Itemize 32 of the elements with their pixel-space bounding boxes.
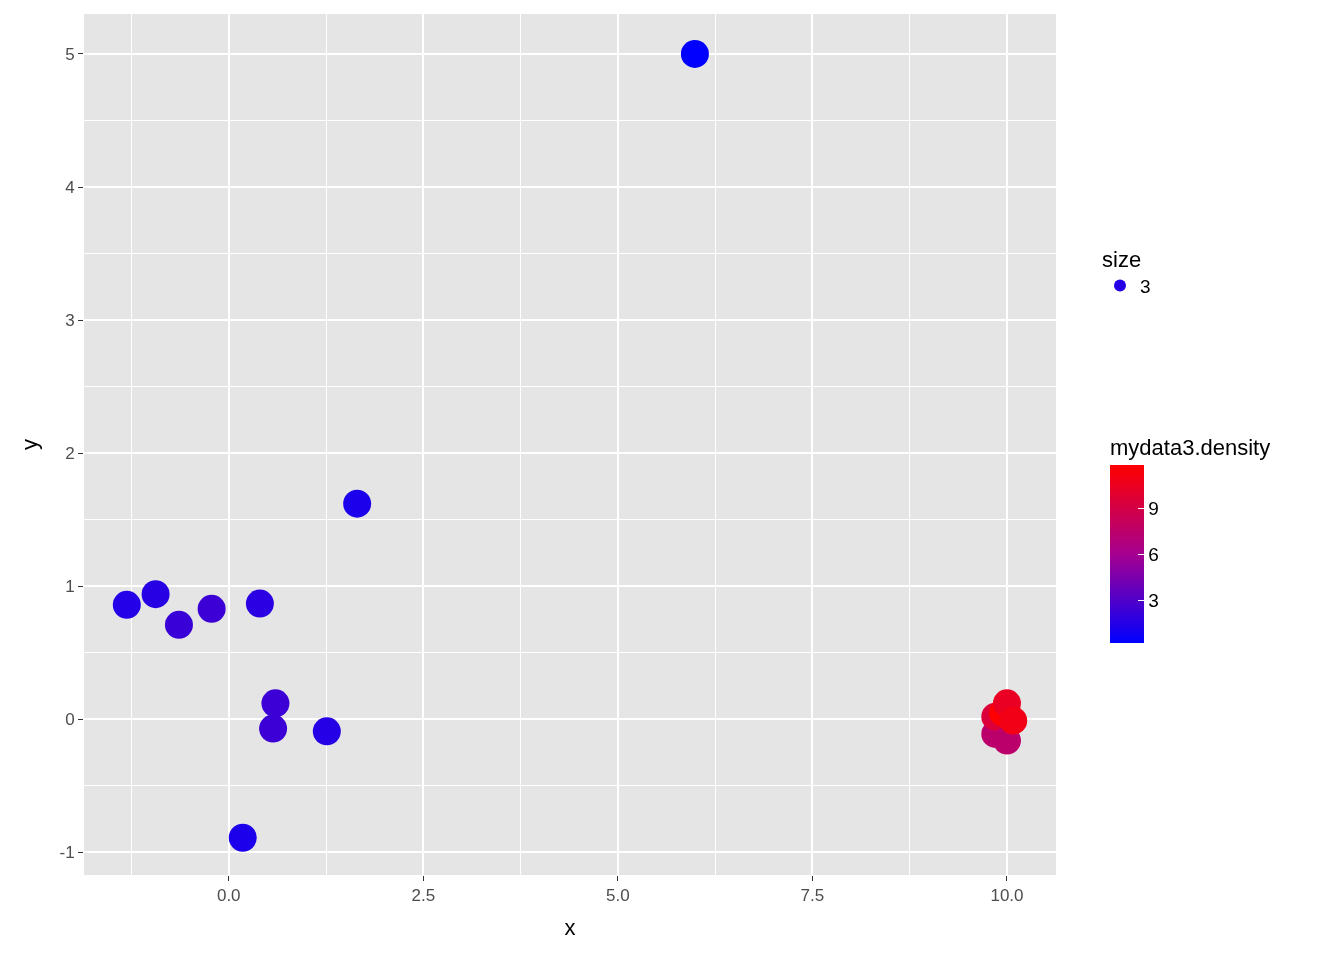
point xyxy=(999,706,1028,735)
point xyxy=(164,610,193,639)
x-tick-label: 0.0 xyxy=(216,886,241,906)
color-bar-title: mydata3.density xyxy=(1110,434,1271,460)
y-tick-label: 2 xyxy=(65,444,75,464)
point xyxy=(259,714,288,743)
y-axis-title: y xyxy=(17,439,43,450)
point xyxy=(228,823,257,852)
y-tick-label: 0 xyxy=(65,710,75,730)
point xyxy=(343,489,372,518)
legend-label: 3 xyxy=(1140,275,1151,297)
point xyxy=(141,580,170,609)
point xyxy=(197,594,226,623)
x-tick-label: 10.0 xyxy=(990,886,1024,906)
point xyxy=(245,589,274,618)
legend-title: size xyxy=(1102,246,1142,272)
y-tick-label: 1 xyxy=(65,577,75,597)
y-tick-label: 5 xyxy=(65,44,75,64)
point xyxy=(261,689,290,718)
x-tick-label: 7.5 xyxy=(800,886,825,906)
x-tick-label: 2.5 xyxy=(411,886,436,906)
y-tick-label: 3 xyxy=(65,311,75,331)
color-bar-label: 9 xyxy=(1148,498,1159,520)
y-tick-label: 4 xyxy=(65,177,75,197)
y-tick-label: -1 xyxy=(59,843,75,863)
x-tick-label: 5.0 xyxy=(606,886,630,906)
point xyxy=(680,39,709,68)
color-bar-label: 6 xyxy=(1148,544,1159,566)
color-bar-label: 3 xyxy=(1148,589,1159,611)
point xyxy=(312,717,341,746)
point xyxy=(112,590,141,619)
x-axis-title: x xyxy=(564,915,576,941)
